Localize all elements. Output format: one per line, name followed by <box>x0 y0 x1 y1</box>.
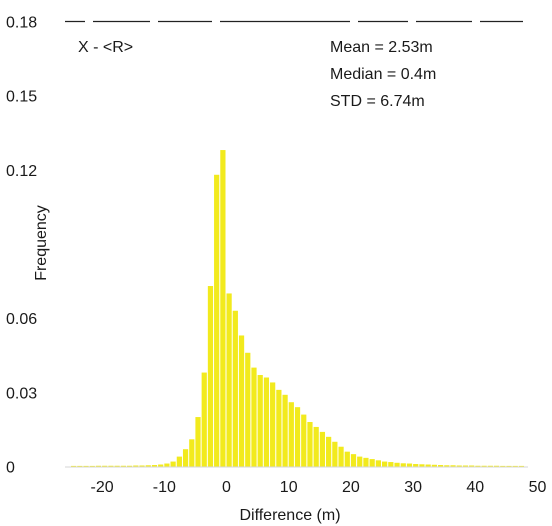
histogram-bar <box>145 465 151 467</box>
histogram-bar <box>226 293 232 467</box>
median-annotation: Median = 0.4m <box>330 66 436 83</box>
y-tick-label: 0 <box>6 460 15 477</box>
histogram-bar <box>444 465 450 467</box>
histogram-bar <box>369 459 375 467</box>
histogram-bar <box>251 367 257 467</box>
y-tick-label: 0.06 <box>6 311 37 328</box>
histogram-bar <box>493 465 500 467</box>
x-tick-label: -20 <box>91 479 114 496</box>
ticks-group: -20 -10 0 10 20 30 40 50 0 0.03 0.06 0.12 0.15 0.18 <box>6 15 547 497</box>
mean-annotation: Mean = 2.53m <box>330 39 433 56</box>
histogram-bar <box>214 174 220 467</box>
histogram-bar <box>282 394 288 467</box>
histogram-bar <box>307 422 313 467</box>
histogram-bar <box>182 449 189 467</box>
histogram-bar <box>469 465 475 467</box>
histogram-bar <box>164 463 170 467</box>
histogram-bar <box>189 439 195 467</box>
panel-label: X - <R> <box>78 39 133 56</box>
histogram-bar <box>195 417 201 467</box>
histogram-bar <box>382 461 388 467</box>
histogram-bar <box>151 465 158 467</box>
histogram-bar <box>425 464 431 467</box>
histogram-bar <box>437 465 444 467</box>
histogram-bar <box>114 465 120 467</box>
histogram-bar <box>406 463 413 467</box>
histogram-bar <box>313 426 319 467</box>
histogram-bar <box>326 436 332 467</box>
histogram-bar <box>462 465 469 467</box>
histogram-bar <box>512 465 518 467</box>
histogram-bar <box>238 335 245 467</box>
histogram-bar <box>89 465 95 467</box>
histogram-bar <box>388 462 394 467</box>
histogram-bar <box>77 465 83 467</box>
x-tick-label: 20 <box>342 479 360 496</box>
histogram-bar <box>338 446 344 467</box>
bars-group <box>71 150 525 467</box>
histogram-bar <box>83 465 89 467</box>
histogram-bar <box>375 460 381 467</box>
histogram-bar <box>102 465 108 467</box>
y-tick-label: 0.12 <box>6 163 37 180</box>
histogram-bar <box>120 465 126 467</box>
histogram-bar <box>126 465 133 467</box>
histogram-bar <box>357 456 363 467</box>
histogram-bar <box>108 465 114 467</box>
x-tick-label: 40 <box>466 479 484 496</box>
x-tick-label: 50 <box>529 479 547 496</box>
x-tick-label: 10 <box>280 479 298 496</box>
histogram-bar <box>475 465 481 467</box>
histogram-bar <box>363 457 369 467</box>
histogram-bar <box>170 461 176 467</box>
histogram-bar <box>207 286 214 467</box>
histogram-bar <box>270 382 276 467</box>
histogram-bar <box>201 372 207 467</box>
histogram-bar <box>518 465 525 467</box>
y-tick-label: 0.15 <box>6 89 37 106</box>
histogram-bar <box>456 465 462 467</box>
x-tick-label: 30 <box>404 479 422 496</box>
histogram-bar <box>344 451 350 467</box>
histogram-bar <box>158 464 164 467</box>
histogram-bar <box>413 464 419 467</box>
y-axis-label: Frequency <box>33 205 50 281</box>
histogram-bar <box>139 465 145 467</box>
histogram-bar <box>95 465 102 467</box>
histogram-bar <box>288 402 294 467</box>
histogram-bar <box>332 441 338 467</box>
std-annotation: STD = 6.74m <box>330 93 425 110</box>
histogram-bar <box>350 454 357 467</box>
histogram-bar <box>400 463 406 467</box>
y-tick-label: 0.03 <box>6 385 37 402</box>
histogram-bar <box>220 150 226 467</box>
histogram-bar <box>450 465 456 467</box>
x-tick-label: -10 <box>153 479 176 496</box>
histogram-bar <box>419 464 425 467</box>
histogram-bar <box>481 465 487 467</box>
histogram-bar <box>294 407 301 467</box>
histogram-bar <box>301 414 307 467</box>
histogram-bar <box>487 465 493 467</box>
histogram-bar <box>431 464 437 467</box>
x-axis-label: Difference (m) <box>239 507 340 524</box>
histogram-bar <box>319 431 326 467</box>
histogram-bar <box>176 456 182 467</box>
y-tick-label: 0.18 <box>6 15 37 32</box>
histogram-bar <box>263 377 270 467</box>
histogram-bar <box>500 465 506 467</box>
histogram-bar <box>506 465 512 467</box>
x-tick-label: 0 <box>222 479 231 496</box>
histogram-bar <box>257 375 263 467</box>
histogram-bar <box>133 465 139 467</box>
histogram-bar <box>276 389 282 467</box>
histogram-bar <box>394 462 400 467</box>
histogram-bar <box>232 310 238 467</box>
histogram-bar <box>71 465 77 467</box>
histogram-bar <box>245 352 251 467</box>
